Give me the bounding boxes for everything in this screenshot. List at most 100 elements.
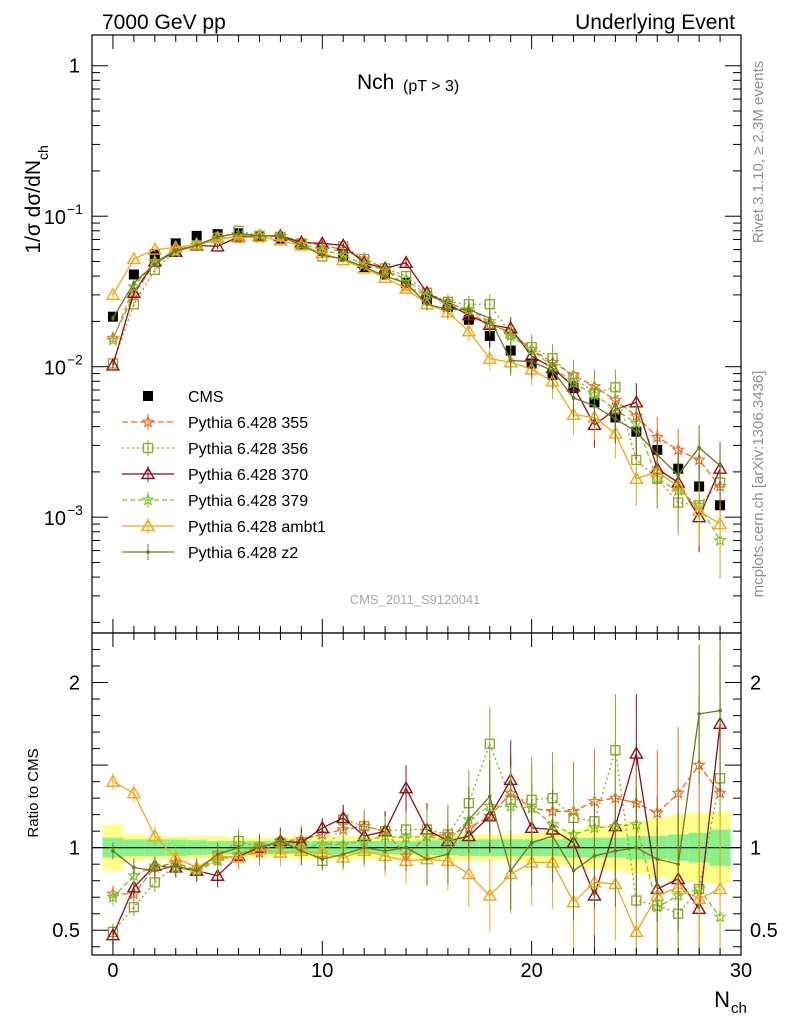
top-point xyxy=(461,323,477,337)
ratio-point xyxy=(362,845,366,850)
top-point xyxy=(425,302,429,307)
ratio-point xyxy=(315,820,330,834)
plot-title-sub: (pT > 3) xyxy=(403,78,459,95)
ratio-point xyxy=(655,857,660,862)
ratio-point xyxy=(671,786,685,799)
ratio-y-tick-label: 0.5 xyxy=(52,920,80,942)
ratio-y-tick-label-right: 1 xyxy=(750,838,761,860)
x-tick-label: 30 xyxy=(730,960,752,982)
top-point xyxy=(127,279,141,293)
ratio-point xyxy=(487,794,492,799)
legend-entry: Pythia 6.428 379 xyxy=(122,492,308,510)
legend-swatch-marker xyxy=(146,550,150,554)
ratio-point xyxy=(336,810,351,824)
top-point xyxy=(278,234,283,238)
legend-entry: Pythia 6.428 355 xyxy=(122,414,308,432)
ratio-axis-title: Ratio to CMS xyxy=(25,748,42,837)
plot-title: Nch xyxy=(357,71,394,94)
ratio-point xyxy=(383,849,387,853)
legend: CMS Pythia 6.428 355 Pythia 6.428 356 Pythi… xyxy=(122,389,326,562)
top-point xyxy=(126,251,142,265)
ratio-point xyxy=(446,852,450,857)
ratio-point xyxy=(712,881,728,895)
top-point xyxy=(461,307,477,321)
ratio-plot: 0 10 20 30 0.5 0.5 1 1 2 2 Ratio to CMS N ch xyxy=(25,35,778,1017)
header-right: Underlying Event xyxy=(575,11,735,34)
legend-label: CMS xyxy=(188,389,224,406)
top-point xyxy=(655,452,660,457)
top-point xyxy=(111,316,115,321)
ratio-point xyxy=(482,888,497,901)
top-point xyxy=(718,463,722,468)
top-point xyxy=(487,316,492,321)
top-point xyxy=(215,234,220,239)
ratio-point xyxy=(676,862,680,866)
top-point xyxy=(341,257,346,261)
top-point xyxy=(153,262,157,266)
ratio-point xyxy=(461,866,477,880)
ratio-point xyxy=(550,834,555,838)
top-point xyxy=(320,253,325,258)
legend-entry: Pythia 6.428 370 xyxy=(122,466,308,484)
x-tick-label: 0 xyxy=(107,960,118,982)
ratio-y-tick-label-right: 2 xyxy=(750,673,761,695)
legend-label: Pythia 6.428 z2 xyxy=(188,545,298,562)
top-point xyxy=(629,471,644,484)
watermark: CMS_2011_S9120041 xyxy=(350,592,481,607)
ratio-point xyxy=(629,924,644,938)
ratio-point xyxy=(147,828,163,842)
ratio-point xyxy=(610,745,621,756)
top-point xyxy=(398,281,414,294)
rivet-label: Rivet 3.1.10, ≥ 2.3M events xyxy=(750,61,767,244)
top-point xyxy=(592,403,597,408)
ratio-point xyxy=(299,849,304,853)
ratio-point xyxy=(210,868,225,881)
top-series-line xyxy=(112,234,721,541)
ratio-point xyxy=(592,854,597,858)
y-tick-label: 10 xyxy=(44,508,66,530)
ratio-point xyxy=(613,849,618,853)
ratio-point xyxy=(273,845,288,858)
top-series-6 xyxy=(111,230,722,508)
legend-label: Pythia 6.428 355 xyxy=(188,415,308,432)
ratio-series-line xyxy=(112,741,721,933)
top-point xyxy=(173,248,178,253)
ratio-point xyxy=(529,840,534,845)
top-point xyxy=(508,358,513,363)
top-point xyxy=(697,445,701,450)
top-point xyxy=(105,287,121,301)
top-point xyxy=(383,274,387,278)
ratio-point xyxy=(320,857,325,862)
ratio-point xyxy=(215,852,220,857)
ratio-point xyxy=(484,738,495,749)
legend-swatch-marker xyxy=(141,492,155,506)
top-point xyxy=(128,269,139,280)
top-point xyxy=(613,417,618,421)
y-axis-title-sub: ch xyxy=(35,145,51,160)
legend-swatch-marker xyxy=(142,442,154,454)
top-point xyxy=(106,333,120,346)
ratio-point xyxy=(278,839,283,843)
ratio-point xyxy=(128,901,140,913)
ratio-point xyxy=(173,864,178,868)
top-point xyxy=(236,231,241,236)
y-tick-exponent: −1 xyxy=(67,201,83,217)
y-tick-label: 10 xyxy=(44,207,66,229)
top-series-line xyxy=(112,235,721,487)
top-point xyxy=(634,429,639,434)
ratio-point xyxy=(153,868,157,873)
x-axis-title-sub: ch xyxy=(731,1000,747,1017)
ratio-point xyxy=(571,868,576,873)
top-point xyxy=(273,233,288,246)
top-point xyxy=(467,307,471,312)
top-point xyxy=(126,285,142,298)
top-series-line xyxy=(112,232,721,477)
ratio-point xyxy=(398,780,414,794)
legend-label: Pythia 6.428 379 xyxy=(188,493,308,510)
ratio-point xyxy=(691,891,707,905)
top-point xyxy=(147,242,163,255)
top-point xyxy=(529,359,534,364)
ratio-point xyxy=(629,746,644,759)
